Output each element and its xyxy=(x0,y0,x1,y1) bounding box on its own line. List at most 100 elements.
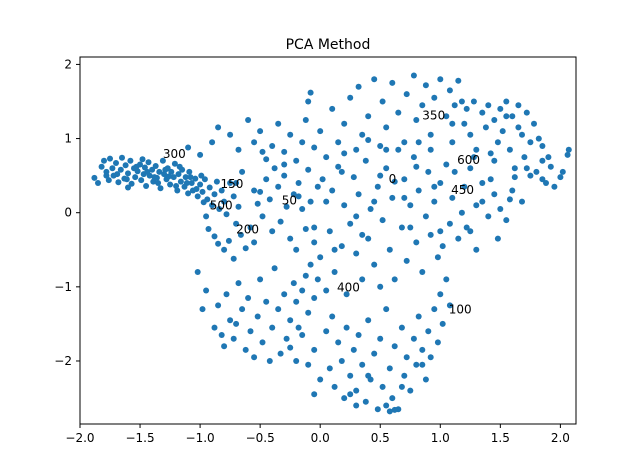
scatter-point xyxy=(497,105,504,112)
scatter-point xyxy=(386,408,393,415)
scatter-point xyxy=(539,143,546,149)
scatter-point xyxy=(317,254,324,261)
scatter-point xyxy=(281,291,288,298)
scatter-point xyxy=(314,276,321,283)
scatter-point xyxy=(251,354,258,361)
scatter-point xyxy=(347,391,354,398)
scatter-point xyxy=(451,168,458,175)
scatter-point xyxy=(271,165,278,172)
scatter-point xyxy=(107,155,113,162)
scatter-point xyxy=(326,228,333,235)
scatter-point xyxy=(338,168,345,175)
scatter-point xyxy=(165,173,172,180)
scatter-point xyxy=(331,246,338,253)
scatter-point xyxy=(353,146,360,153)
scatter-point xyxy=(206,184,213,191)
scatter-point xyxy=(266,358,273,364)
scatter-point xyxy=(443,113,450,120)
scatter-point xyxy=(141,164,148,171)
scatter-point xyxy=(233,320,240,327)
scatter-point xyxy=(235,203,242,210)
scatter-point xyxy=(491,157,498,164)
scatter-point xyxy=(331,269,338,275)
scatter-point xyxy=(139,156,146,163)
scatter-point xyxy=(451,102,458,109)
scatter-point xyxy=(213,178,220,185)
scatter-point xyxy=(527,139,534,146)
scatter-point xyxy=(247,224,254,231)
scatter-point xyxy=(359,131,366,138)
scatter-point xyxy=(446,87,453,94)
scatter-point xyxy=(434,339,441,346)
points-layer xyxy=(91,72,572,415)
scatter-point xyxy=(132,174,139,181)
scatter-point xyxy=(211,324,218,331)
scatter-point xyxy=(353,213,360,220)
scatter-point xyxy=(401,139,408,146)
scatter-point xyxy=(551,183,558,190)
scatter-point xyxy=(371,198,378,205)
scatter-point xyxy=(223,291,230,298)
point-annotation: 350 xyxy=(422,108,445,122)
scatter-point xyxy=(559,168,566,175)
scatter-point xyxy=(230,335,237,342)
scatter-point xyxy=(377,143,384,149)
scatter-point xyxy=(461,183,468,190)
scatter-point xyxy=(233,180,240,186)
scatter-point xyxy=(218,187,225,194)
scatter-point xyxy=(170,174,177,181)
scatter-point xyxy=(415,187,422,194)
scatter-point xyxy=(95,180,101,186)
scatter-point xyxy=(434,254,441,261)
scatter-point xyxy=(371,350,378,357)
scatter-point xyxy=(263,176,270,183)
scatter-point xyxy=(215,302,222,309)
scatter-point xyxy=(389,395,396,402)
scatter-point xyxy=(485,213,492,220)
point-annotation: 150 xyxy=(221,177,244,191)
scatter-point xyxy=(293,157,300,164)
scatter-point xyxy=(221,343,228,350)
scatter-point xyxy=(350,346,357,353)
scatter-point xyxy=(415,313,422,320)
scatter-point xyxy=(257,188,264,195)
scatter-point xyxy=(359,361,366,368)
scatter-point xyxy=(470,154,477,161)
scatter-point xyxy=(391,406,398,413)
scatter-point xyxy=(263,156,270,163)
scatter-point xyxy=(209,202,216,209)
scatter-point xyxy=(410,335,417,342)
scatter-point xyxy=(200,199,207,206)
scatter-point xyxy=(251,139,258,146)
scatter-point xyxy=(281,161,288,168)
scatter-point xyxy=(198,172,205,179)
scatter-point xyxy=(329,105,336,112)
scatter-point xyxy=(470,98,477,105)
scatter-point xyxy=(341,202,348,209)
scatter-point xyxy=(419,361,426,368)
scatter-point xyxy=(479,180,486,186)
scatter-point xyxy=(101,157,107,164)
scatter-point xyxy=(290,191,297,198)
scatter-point xyxy=(205,226,212,232)
scatter-point xyxy=(515,124,522,131)
y-tick-label: 2 xyxy=(64,57,72,71)
scatter-point xyxy=(427,231,434,238)
scatter-point xyxy=(494,139,501,146)
scatter-point xyxy=(458,209,465,216)
scatter-point xyxy=(293,298,300,305)
scatter-point xyxy=(487,176,494,183)
scatter-point xyxy=(299,139,306,146)
scatter-point xyxy=(437,76,444,83)
scatter-point xyxy=(299,332,306,338)
scatter-point xyxy=(398,224,405,231)
scatter-point xyxy=(350,174,357,181)
scatter-point xyxy=(175,171,182,178)
scatter-point xyxy=(398,324,405,331)
point-annotation: 500 xyxy=(210,199,233,213)
scatter-point xyxy=(225,237,232,244)
scatter-point xyxy=(365,137,372,143)
x-tick-label: 0.5 xyxy=(371,431,390,445)
scatter-point xyxy=(367,206,374,212)
scatter-point xyxy=(91,174,98,181)
